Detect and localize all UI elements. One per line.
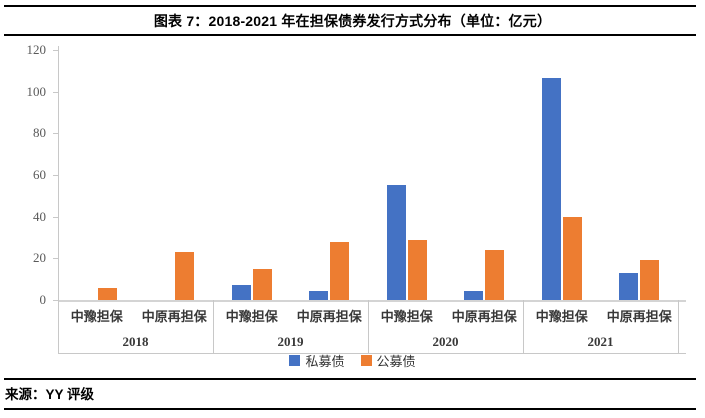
source-divider	[4, 378, 696, 380]
y-axis-tick-mark	[53, 91, 58, 93]
top-divider	[4, 5, 696, 7]
y-axis-line	[58, 46, 59, 300]
y-axis-tick-mark	[53, 50, 58, 51]
y-axis-tick-label: 80	[33, 125, 46, 141]
bar-private	[309, 290, 329, 300]
bar-public	[407, 239, 427, 300]
bar-public	[562, 216, 582, 300]
y-axis-tick-mark	[53, 133, 58, 135]
bar-private	[464, 290, 484, 300]
category-label: 中原再担保	[296, 309, 362, 324]
legend-item-private-bond: 私募债	[289, 351, 345, 370]
bar-public	[97, 287, 117, 300]
source-note: 来源：YY 评级	[5, 387, 95, 402]
x-axis-line	[58, 300, 686, 302]
y-axis-tick-label: 100	[26, 83, 47, 99]
bar-private	[541, 78, 561, 300]
legend-label-public: 公募债	[376, 354, 416, 369]
y-axis-tick-label: 20	[33, 250, 46, 266]
bar-public	[175, 252, 195, 300]
x-axis-group-divider	[368, 300, 369, 353]
x-axis-group-divider	[213, 300, 214, 353]
bar-public	[640, 260, 660, 300]
bar-private	[231, 285, 251, 300]
category-label: 中豫担保	[225, 309, 278, 324]
category-label: 中豫担保	[380, 309, 433, 324]
bar-private	[619, 272, 639, 300]
y-axis-tick-mark	[53, 216, 58, 218]
legend-swatch-public	[360, 355, 372, 366]
y-axis-tick-label: 120	[26, 42, 47, 57]
bar-public	[485, 250, 505, 300]
y-axis-tick-label: 60	[33, 167, 46, 182]
chart-title: 图表 7：2018-2021 年在担保债券发行方式分布（单位：亿元）	[153, 13, 552, 29]
category-label: 中原再担保	[606, 309, 672, 324]
category-label: 中豫担保	[535, 309, 588, 324]
legend-item-public-bond: 公募债	[360, 351, 416, 370]
bottom-divider	[4, 408, 696, 410]
bar-private	[386, 185, 406, 300]
y-axis-tick-mark	[53, 300, 58, 301]
year-label: 2020	[432, 334, 459, 349]
legend-label-private: 私募债	[305, 354, 345, 369]
year-label: 2018	[122, 334, 149, 349]
y-axis-tick-mark	[53, 258, 58, 260]
x-axis-group-divider	[58, 300, 59, 353]
category-label: 中豫担保	[70, 309, 123, 324]
title-divider	[4, 34, 696, 36]
y-axis-tick-label: 40	[33, 208, 46, 224]
year-label: 2021	[587, 334, 614, 349]
category-label: 中原再担保	[141, 309, 207, 324]
bar-public	[252, 268, 272, 300]
chart-legend: 私募债 公募债	[0, 351, 705, 370]
legend-swatch-private	[289, 355, 301, 366]
x-axis-bottom-border	[58, 353, 686, 354]
y-axis-tick-label: 0	[39, 292, 47, 307]
x-axis-group-divider	[523, 300, 524, 353]
category-label: 中原再担保	[451, 309, 517, 324]
x-axis-group-divider	[678, 300, 679, 353]
bar-public	[330, 241, 350, 300]
y-axis-tick-mark	[53, 175, 58, 176]
year-label: 2019	[277, 334, 304, 349]
